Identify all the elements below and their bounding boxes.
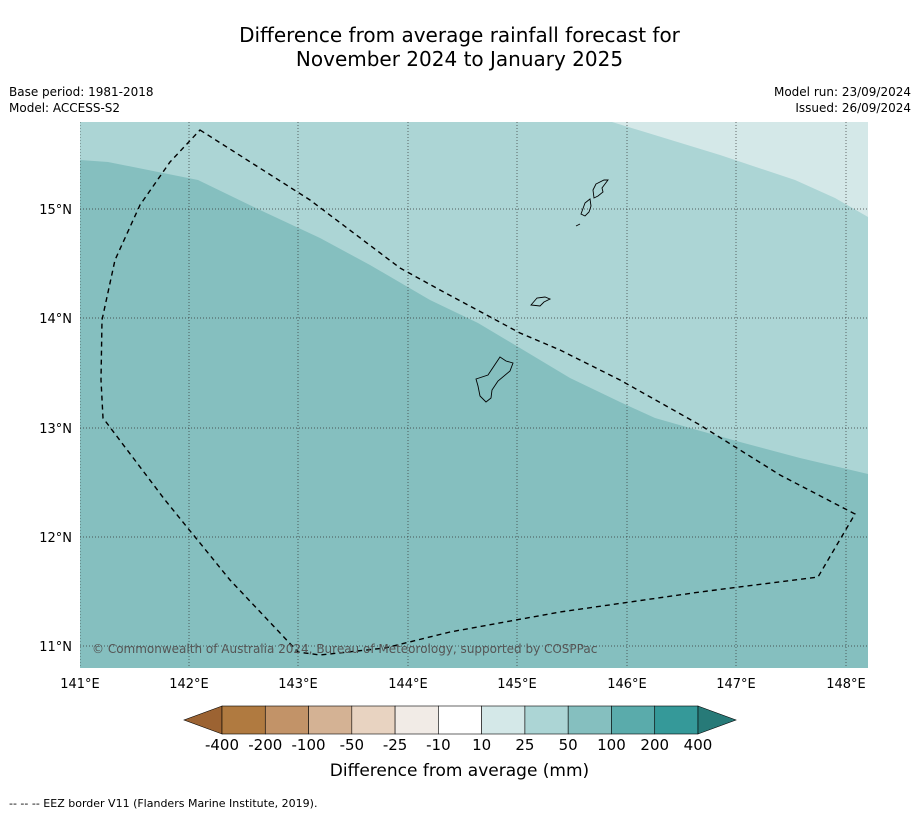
- lon-tick-label: 146°E: [607, 677, 647, 692]
- colorbar-swatch: [611, 705, 656, 735]
- lon-tick-label: 144°E: [388, 677, 428, 692]
- colorbar: [183, 705, 737, 735]
- colorbar-label: -100: [291, 736, 326, 754]
- colorbar-label: 10: [472, 736, 492, 754]
- island-tinian: [580, 198, 592, 217]
- colorbar-swatch: [654, 705, 699, 735]
- colorbar-swatch: [567, 705, 612, 735]
- lat-tick-label: 15°N: [39, 203, 72, 218]
- islands: [475, 179, 609, 403]
- colorbar-label: -50: [339, 736, 365, 754]
- chart-title-line2: November 2024 to January 2025: [295, 47, 624, 71]
- lat-tick-label: 12°N: [39, 531, 72, 546]
- lon-tick-label: 147°E: [716, 677, 756, 692]
- island-aguijan: [575, 223, 581, 227]
- colorbar-swatch: [438, 705, 482, 735]
- island-saipan: [592, 179, 609, 199]
- colorbar-extend-low: [183, 705, 223, 735]
- lon-tick-label: 142°E: [169, 677, 209, 692]
- graticule: [80, 122, 868, 668]
- model-name: Model: ACCESS-S2: [9, 101, 121, 115]
- colorbar-label: 400: [683, 736, 713, 754]
- colorbar-swatch: [221, 705, 266, 735]
- colorbar-swatch: [481, 705, 526, 735]
- lon-tick-label: 141°E: [60, 677, 100, 692]
- meta-right: Model run: 23/09/2024 Issued: 26/09/2024: [774, 84, 911, 116]
- lat-tick-labels: 15°N 14°N 13°N 12°N 11°N: [39, 203, 72, 655]
- base-period: Base period: 1981-2018: [9, 85, 154, 99]
- colorbar-label: 50: [558, 736, 578, 754]
- colorbar-label: -10: [426, 736, 451, 754]
- eez-footnote: -- -- -- EEZ border V11 (Flanders Marine…: [9, 797, 318, 810]
- lon-tick-label: 148°E: [826, 677, 866, 692]
- lon-tick-label: 145°E: [497, 677, 537, 692]
- lat-tick-label: 13°N: [39, 422, 72, 437]
- colorbar-swatch: [524, 705, 569, 735]
- meta-left: Base period: 1981-2018 Model: ACCESS-S2: [9, 84, 154, 116]
- colorbar-label: 100: [597, 736, 626, 754]
- copyright-text: © Commonwealth of Australia 2024, Bureau…: [92, 642, 597, 656]
- colorbar-label: -200: [248, 736, 283, 754]
- lat-tick-label: 14°N: [39, 312, 72, 327]
- colorbar-extend-high: [697, 705, 737, 735]
- lon-tick-label: 143°E: [278, 677, 318, 692]
- colorbar-label: -25: [382, 736, 408, 754]
- lat-tick-label: 11°N: [39, 640, 72, 655]
- chart-title-line1: Difference from average rainfall forecas…: [239, 23, 680, 47]
- island-rota: [530, 296, 552, 307]
- model-run: Model run: 23/09/2024: [773, 85, 911, 99]
- colorbar-swatch: [264, 705, 309, 735]
- colorbar-swatch: [394, 705, 439, 735]
- zone-50-100: [80, 160, 868, 668]
- island-guam: [475, 356, 514, 403]
- lon-tick-labels: 141°E 142°E 143°E 144°E 145°E 146°E 147°E 148°E: [60, 677, 866, 692]
- colorbar-label: 25: [515, 736, 535, 754]
- colorbar-swatch: [308, 705, 353, 735]
- colorbar-title: Difference from average (mm): [329, 761, 590, 781]
- issued-date: Issued: 26/09/2024: [795, 101, 911, 115]
- colorbar-label: 200: [640, 736, 670, 754]
- colorbar-swatch: [351, 705, 396, 735]
- colorbar-label: -400: [204, 736, 240, 754]
